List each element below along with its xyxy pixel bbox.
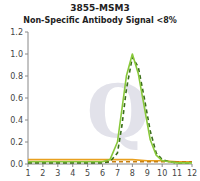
x-tick-label: 5	[85, 169, 90, 178]
series-line	[28, 57, 192, 163]
y-tick-label: 0.8	[10, 72, 23, 81]
y-axis	[28, 32, 29, 164]
x-tick-label: 7	[115, 169, 120, 178]
title: 3855-MSM3	[70, 3, 129, 13]
chart: 3855-MSM3 Non-Specific Antibody Signal <8…	[0, 0, 200, 181]
y-tick-label: 0.6	[10, 94, 23, 103]
x-tick-label: 9	[145, 169, 150, 178]
x-tick-label: 11	[172, 169, 182, 178]
x-tick-label: 10	[157, 169, 167, 178]
x-tick-label: 12	[187, 169, 197, 178]
subtitle: Non-Specific Antibody Signal <8%	[23, 16, 177, 25]
y-tick-label: 0.2	[10, 138, 23, 147]
x-tick-label: 3	[55, 169, 60, 178]
y-tick-label: 0.4	[10, 116, 23, 125]
x-tick-label: 6	[100, 169, 105, 178]
x-tick-label: 8	[130, 169, 135, 178]
y-tick-label: 1.2	[10, 28, 23, 37]
x-tick-label: 1	[25, 169, 30, 178]
x-tick-label: 4	[70, 169, 75, 178]
plot-area	[28, 54, 192, 163]
y-tick-label: 0.0	[10, 160, 23, 169]
axes: 0.00.20.40.60.81.01.2123456789101112	[10, 28, 197, 179]
series-line	[28, 54, 192, 163]
y-tick-label: 1.0	[10, 50, 23, 59]
x-tick-label: 2	[40, 169, 45, 178]
